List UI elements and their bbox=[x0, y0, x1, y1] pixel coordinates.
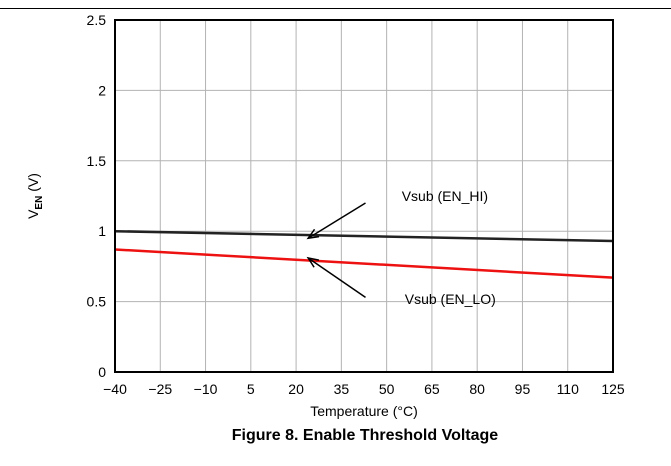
annotation-arrow-shaft bbox=[307, 257, 366, 298]
x-axis-title: Temperature (°C) bbox=[310, 403, 418, 419]
y-tick-label: 0.5 bbox=[87, 294, 107, 310]
annotation-arrow-head bbox=[306, 256, 320, 268]
y-tick-labels: 0 0.5 1 1.5 2 2.5 bbox=[87, 12, 107, 380]
x-tick-label: 65 bbox=[424, 381, 440, 397]
grid-vertical bbox=[159, 20, 569, 372]
grid-horizontal bbox=[115, 89, 613, 303]
annotation-label: Vsub (EN_LO) bbox=[405, 291, 496, 307]
x-tick-label: 125 bbox=[601, 381, 625, 397]
annotation-arrow-head bbox=[306, 228, 320, 240]
annotation-layer: Vsub (EN_HI) Vsub (EN_LO) bbox=[306, 188, 496, 307]
plot-background bbox=[115, 20, 613, 372]
x-tick-labels: −40 −25 −10 5 20 35 50 65 80 95 110 125 bbox=[103, 381, 625, 397]
x-tick-label: 20 bbox=[288, 381, 304, 397]
series-layer bbox=[114, 229, 614, 279]
top-rule bbox=[0, 8, 671, 9]
x-tick-label: 5 bbox=[247, 381, 255, 397]
y-tick-label: 1 bbox=[98, 223, 106, 239]
x-tick-label: 50 bbox=[379, 381, 395, 397]
y-tick-label: 0 bbox=[98, 364, 106, 380]
x-tick-label: 95 bbox=[515, 381, 531, 397]
y-axis-title: VEN (V) bbox=[25, 173, 45, 219]
x-tick-label: −10 bbox=[194, 381, 218, 397]
x-tick-label: 80 bbox=[469, 381, 485, 397]
x-tick-label: 35 bbox=[334, 381, 350, 397]
y-tick-label: 2 bbox=[98, 82, 106, 98]
annotation-arrow-shaft bbox=[307, 202, 366, 239]
series-line-vsub-en-hi bbox=[114, 229, 614, 243]
x-tick-label: 110 bbox=[557, 381, 580, 397]
y-tick-label: 2.5 bbox=[87, 12, 107, 28]
x-tick-label: −25 bbox=[148, 381, 172, 397]
y-axis-title-subscript: EN bbox=[34, 196, 45, 210]
x-tick-label: −40 bbox=[103, 381, 127, 397]
y-tick-label: 1.5 bbox=[87, 153, 107, 169]
annotation-label: Vsub (EN_HI) bbox=[402, 188, 488, 204]
plot-frame bbox=[114, 19, 614, 373]
series-line-vsub-en-lo bbox=[114, 248, 614, 279]
figure-caption: Figure 8. Enable Threshold Voltage bbox=[231, 427, 499, 444]
